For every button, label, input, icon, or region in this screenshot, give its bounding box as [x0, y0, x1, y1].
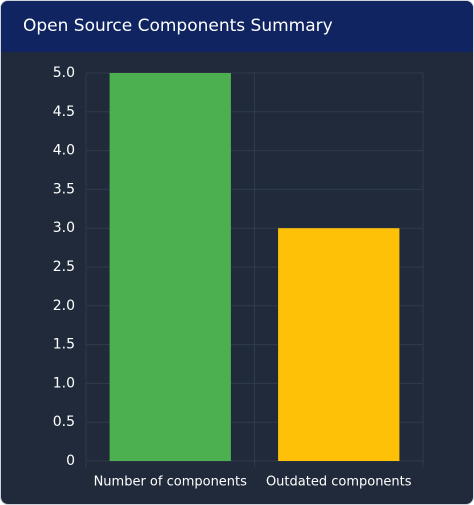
bar	[109, 73, 231, 461]
y-tick-label: 2.0	[53, 298, 75, 314]
y-tick-label: 0.5	[53, 414, 75, 430]
chart: 0 0.5 1.0 1.5 2.0 2.5 3.0 3.5 4.0 4.5 5.0 Number of…	[53, 65, 424, 490]
y-tick-label: 3.5	[53, 181, 75, 197]
y-tick-label: 0	[66, 453, 75, 469]
y-tick-label: 4.0	[53, 143, 75, 159]
y-tick-label: 1.5	[53, 337, 75, 353]
x-tick-label: Outdated components	[266, 475, 412, 490]
card-title: Open Source Components Summary	[1, 1, 473, 52]
y-tick-label: 3.0	[53, 220, 75, 236]
y-tick-label: 2.5	[53, 259, 75, 275]
x-tick-label: Number of components	[94, 475, 248, 490]
bar	[278, 228, 400, 461]
y-tick-label: 5.0	[53, 65, 75, 81]
y-tick-label: 1.0	[53, 375, 75, 391]
y-tick-label: 4.5	[53, 104, 75, 120]
